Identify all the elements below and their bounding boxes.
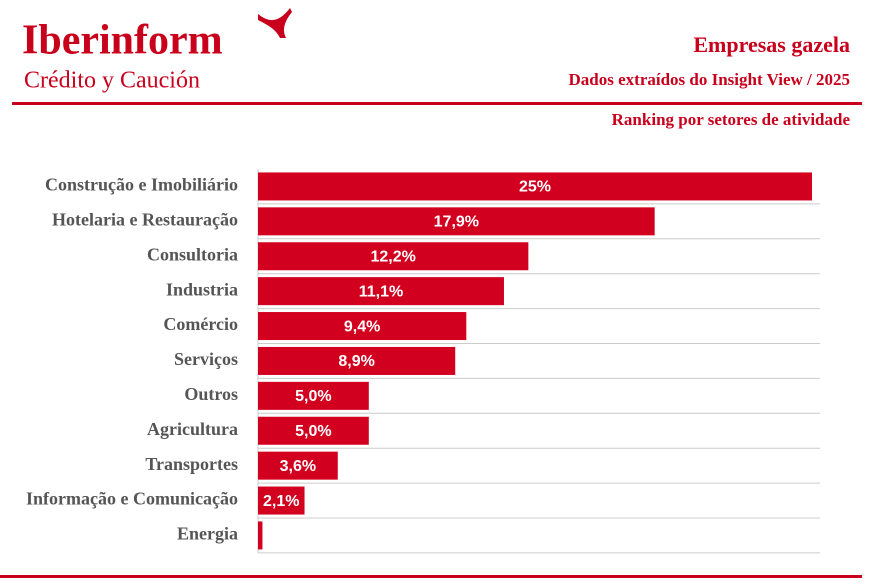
value-label: 25%: [519, 179, 551, 196]
bar: [258, 346, 456, 375]
category-label: Energia: [177, 524, 238, 544]
category-label: Agricultura: [147, 419, 238, 439]
bar: [258, 312, 467, 341]
category-label: Transportes: [145, 454, 238, 474]
category-label: Consultoria: [147, 244, 238, 264]
footer-rule: [0, 575, 862, 578]
bar: [258, 416, 369, 445]
value-label: 11,1%: [359, 283, 403, 300]
header-rule: [12, 102, 862, 105]
bar: [258, 486, 305, 515]
bar: [258, 277, 504, 306]
category-label: Informação e Comunicação: [26, 489, 238, 509]
value-label: 8,9%: [338, 353, 374, 370]
bar: [258, 207, 655, 236]
chart-subtitle: Dados extraídos do Insight View / 2025: [569, 70, 850, 89]
bar: [258, 242, 529, 271]
value-label: 5,0%: [295, 388, 331, 405]
category-label: Industria: [166, 279, 238, 299]
value-label: 2,1%: [263, 493, 299, 510]
tagline: Crédito y Caución: [24, 68, 200, 94]
brand-icon: [258, 8, 292, 38]
bar: [258, 172, 812, 201]
bar: [258, 381, 369, 410]
value-label: 5,0%: [295, 423, 331, 440]
chart-title: Empresas gazela: [693, 32, 850, 57]
bar: [258, 451, 338, 480]
category-label: Comércio: [163, 314, 238, 334]
value-label: 17,9%: [434, 214, 479, 231]
value-label: 12,2%: [370, 248, 415, 265]
value-label: 3,6%: [280, 458, 316, 475]
value-label: 9,4%: [344, 318, 380, 335]
brand: Iberinform: [22, 18, 223, 64]
bar: [258, 521, 263, 550]
chart-caption: Ranking por setores de atividade: [612, 110, 851, 129]
category-label: Construção e Imobiliário: [45, 175, 238, 195]
category-label: Outros: [184, 384, 238, 404]
category-label: Hotelaria e Restauração: [52, 209, 238, 229]
category-label: Serviços: [174, 349, 238, 369]
